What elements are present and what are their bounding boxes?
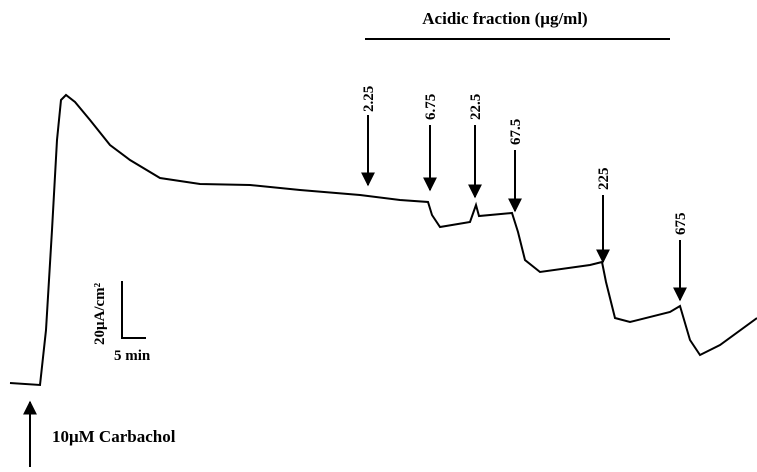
dose-label: 2.25 xyxy=(361,86,377,112)
scale-vertical-label: 20μA/cm² xyxy=(92,282,108,345)
dose-label: 22.5 xyxy=(468,94,484,120)
dose-arrows xyxy=(361,115,687,302)
current-trace xyxy=(9,93,757,387)
dose-label: 67.5 xyxy=(508,119,524,145)
figure-title: Acidic fraction (μg/ml) xyxy=(422,9,587,28)
dose-label: 6.75 xyxy=(423,94,439,120)
scale-horizontal-label: 5 min xyxy=(114,348,151,364)
dose-label: 225 xyxy=(596,168,612,191)
dose-label: 675 xyxy=(673,213,689,236)
stimulus-label: 10μM Carbachol xyxy=(52,427,176,446)
scale-bar xyxy=(121,281,146,339)
